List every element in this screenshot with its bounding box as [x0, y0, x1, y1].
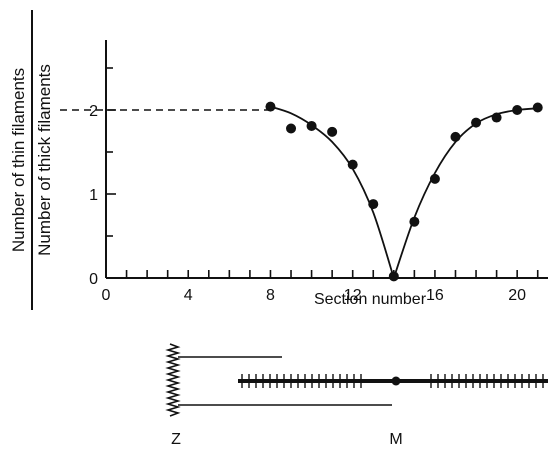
m-line-marker: [392, 377, 401, 386]
tick-marks: [106, 68, 538, 278]
y-tick-label: 1: [89, 187, 98, 204]
data-point: [471, 118, 481, 128]
data-point: [307, 121, 317, 131]
axes: [106, 40, 548, 278]
data-point: [430, 174, 440, 184]
fit-curve: [270, 107, 537, 278]
data-point: [492, 113, 502, 123]
data-point: [265, 102, 275, 112]
data-point: [389, 271, 399, 281]
z-line-zigzag: [168, 344, 178, 416]
data-point: [368, 199, 378, 209]
data-point: [286, 123, 296, 133]
y-label-denominator: Number of thick filaments: [35, 64, 54, 256]
x-tick-label: 16: [426, 287, 444, 304]
x-tick-label: 4: [184, 287, 193, 304]
sarcomere-diagram: Z M: [168, 344, 548, 448]
y-tick-label: 2: [89, 103, 98, 120]
data-point: [327, 127, 337, 137]
y-tick-label: 0: [89, 271, 98, 288]
x-axis-label: Section number: [314, 291, 427, 308]
y-axis-label: Number of thin filaments Number of thick…: [9, 10, 54, 310]
data-point: [348, 160, 358, 170]
data-point: [409, 217, 419, 227]
x-tick-label: 8: [266, 287, 275, 304]
data-point: [533, 102, 543, 112]
x-tick-label: 20: [508, 287, 526, 304]
m-label: M: [389, 431, 402, 448]
data-point: [512, 105, 522, 115]
z-label: Z: [171, 431, 181, 448]
x-tick-label: 0: [102, 287, 111, 304]
data-point: [450, 132, 460, 142]
data-points: [265, 102, 542, 282]
y-label-numerator: Number of thin filaments: [9, 68, 28, 252]
